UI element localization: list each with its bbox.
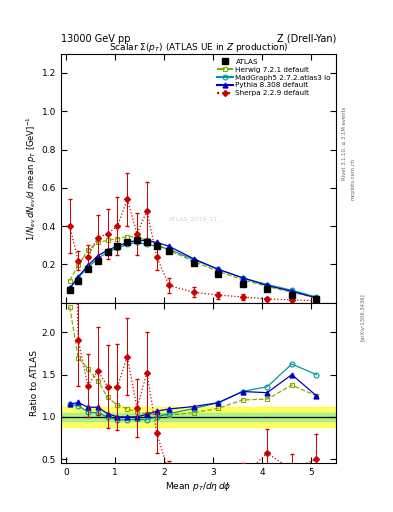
Title: Scalar $\Sigma(p_T)$ (ATLAS UE in $Z$ production): Scalar $\Sigma(p_T)$ (ATLAS UE in $Z$ pr…	[109, 40, 288, 54]
Text: 13000 GeV pp: 13000 GeV pp	[61, 33, 130, 44]
Y-axis label: $1/N_{ev}\,dN_{ev}/d$ mean $p_T$ [GeV]$^{-1}$: $1/N_{ev}\,dN_{ev}/d$ mean $p_T$ [GeV]$^…	[24, 116, 39, 241]
Text: mcplots.cern.ch: mcplots.cern.ch	[351, 158, 356, 200]
Text: ATLAS_2019_11_...: ATLAS_2019_11_...	[169, 217, 228, 222]
Text: [arXiv:1306.3436]: [arXiv:1306.3436]	[360, 293, 365, 342]
Bar	[61, 407, 336, 427]
Text: Rivet 3.1.10, ≥ 3.1M events: Rivet 3.1.10, ≥ 3.1M events	[342, 106, 347, 180]
X-axis label: Mean $p_T/d\eta\,d\phi$: Mean $p_T/d\eta\,d\phi$	[165, 480, 232, 493]
Legend: ATLAS, Herwig 7.2.1 default, MadGraph5 2.7.2.atlas3 lo, Pythia 8.308 default, Sh: ATLAS, Herwig 7.2.1 default, MadGraph5 2…	[215, 57, 332, 98]
Bar	[61, 413, 336, 421]
Text: Z (Drell-Yan): Z (Drell-Yan)	[277, 33, 336, 44]
Y-axis label: Ratio to ATLAS: Ratio to ATLAS	[30, 350, 39, 416]
